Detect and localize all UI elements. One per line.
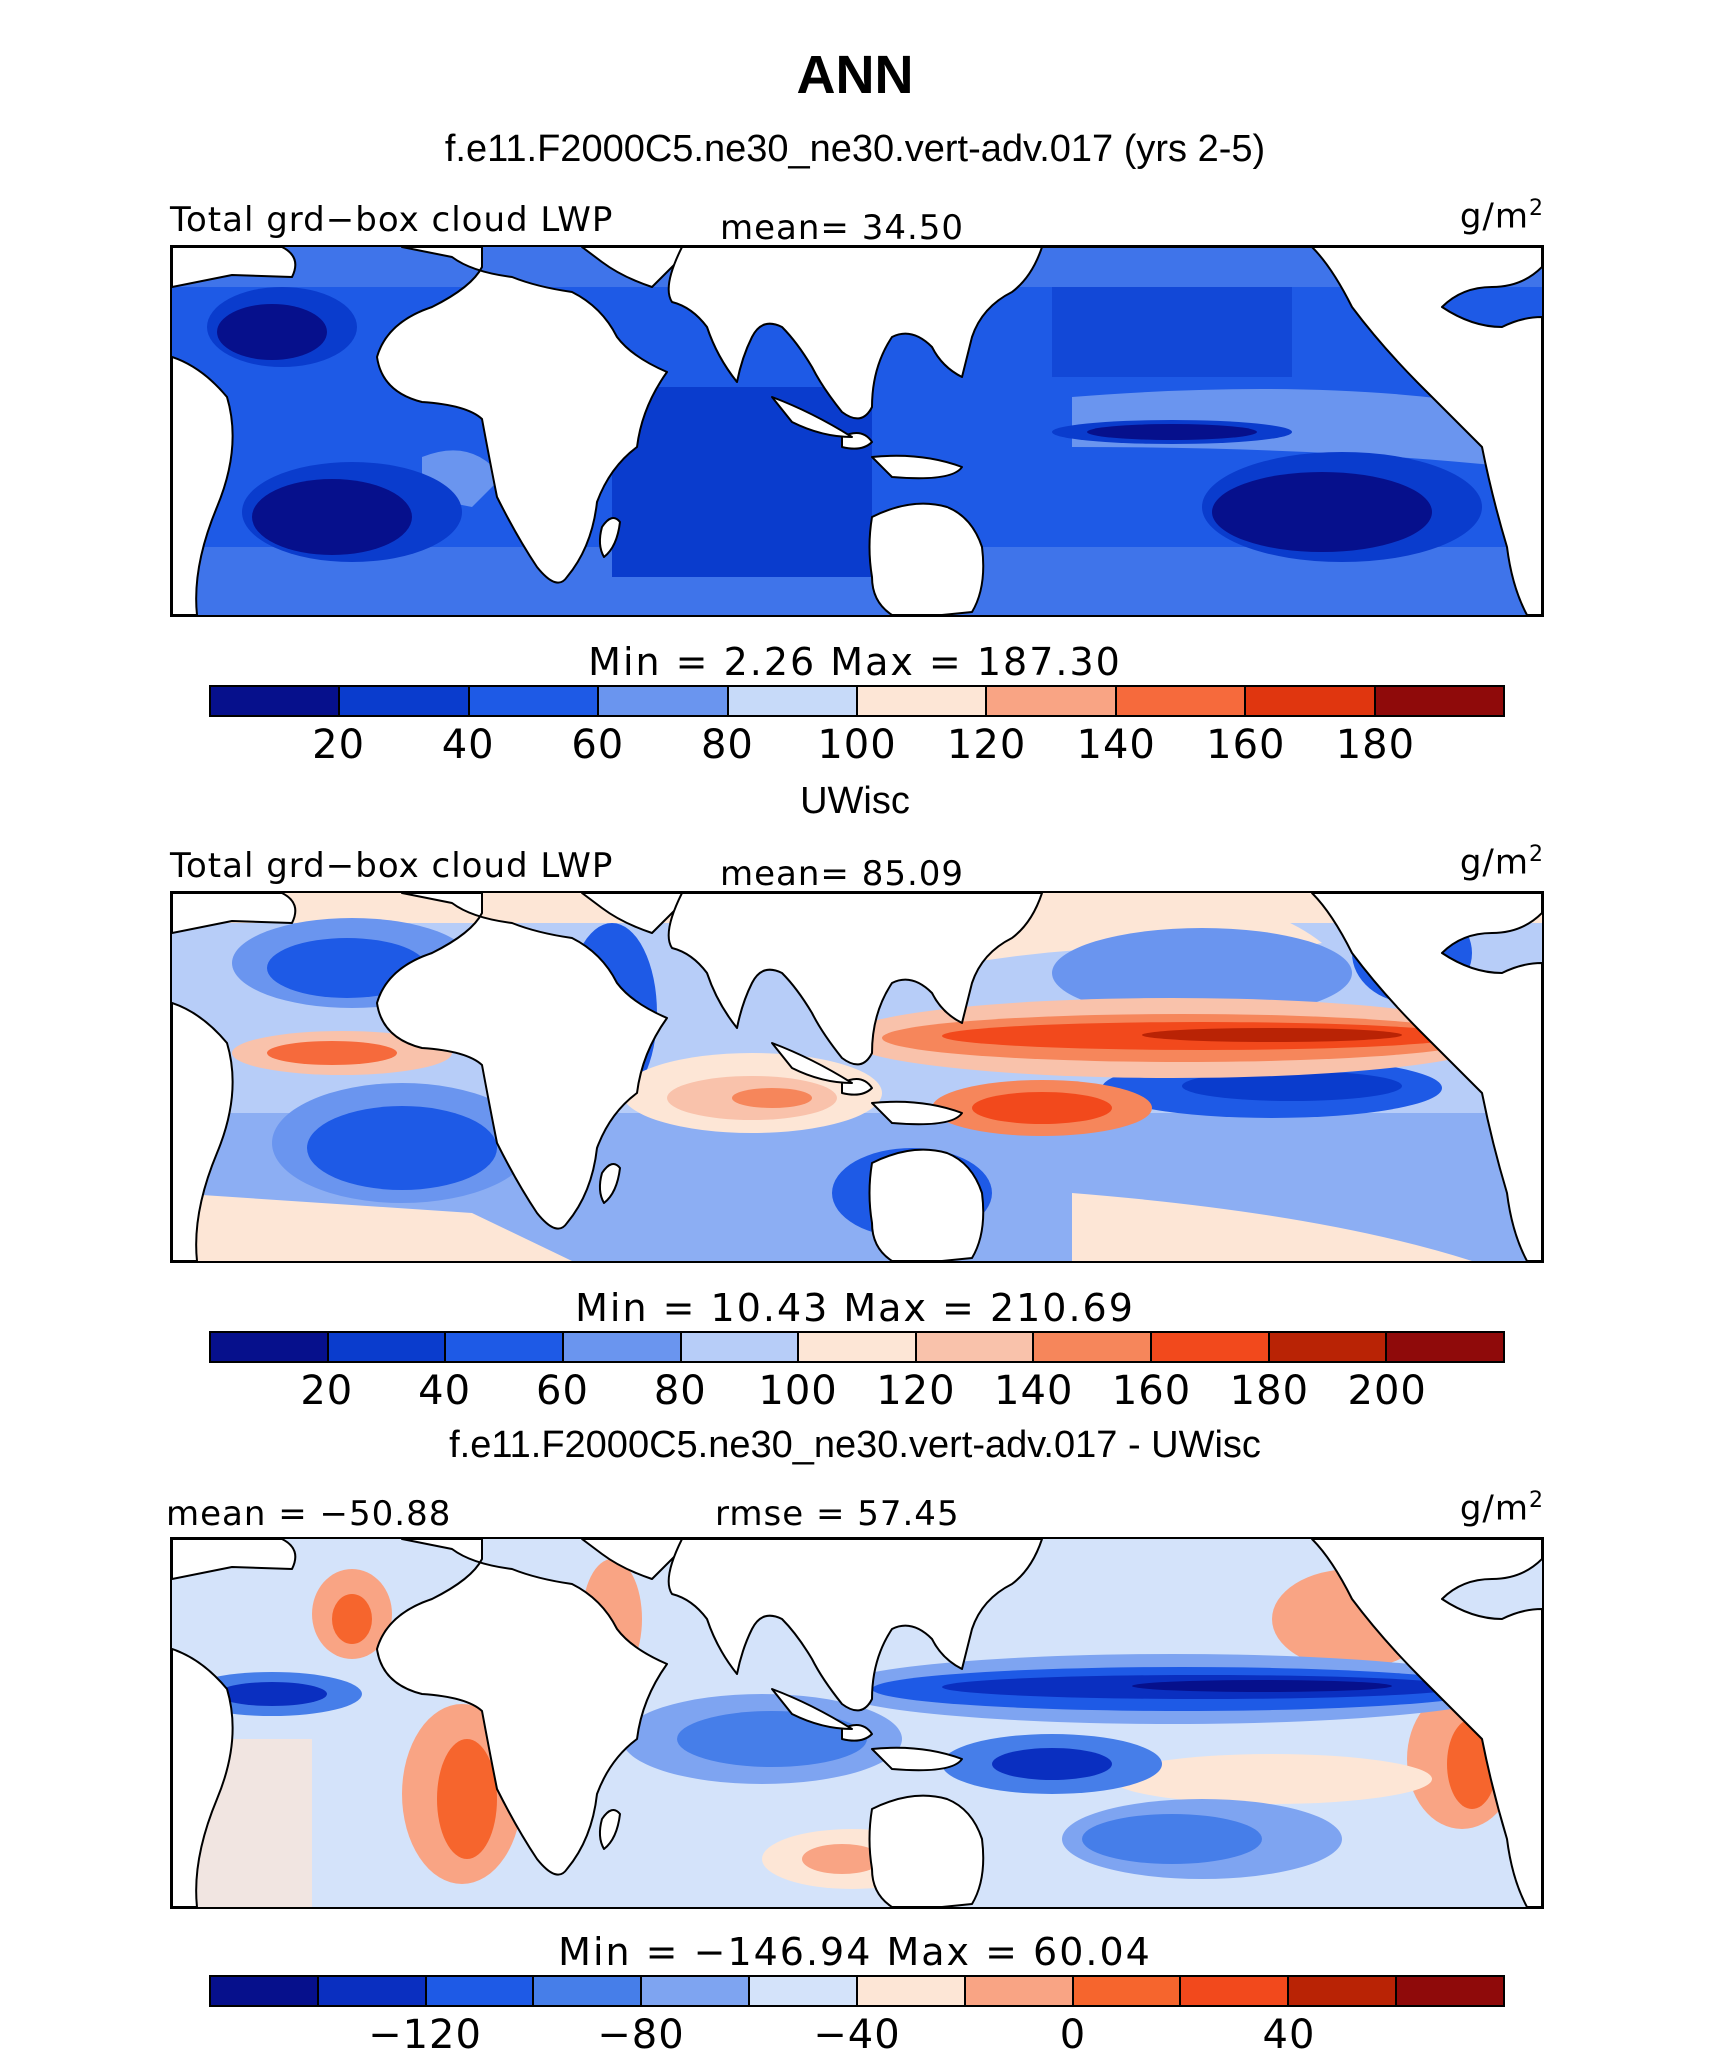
colorbar-cell bbox=[1246, 687, 1376, 715]
colorbar-tick-label: 120 bbox=[946, 722, 1027, 768]
panel-1-colorbar bbox=[209, 685, 1505, 717]
panel-1-mean-label: mean= 34.50 bbox=[720, 208, 965, 248]
panel-2-colorbar-ticks: 20 40 60 80 100 120 140 160 180 200 bbox=[209, 1368, 1505, 1414]
colorbar-tick-label: 20 bbox=[300, 1368, 354, 1414]
colorbar-tick-label: 140 bbox=[994, 1368, 1074, 1414]
colorbar-tick-label: 180 bbox=[1229, 1368, 1310, 1414]
colorbar-tick-label: 80 bbox=[700, 722, 754, 768]
colorbar-tick-label: 200 bbox=[1347, 1368, 1427, 1414]
panel-2-variable-label: Total grd−box cloud LWP bbox=[170, 846, 614, 886]
panel-2-colorbar bbox=[209, 1331, 1505, 1363]
colorbar-cell bbox=[1034, 1333, 1153, 1361]
colorbar-tick-label: −40 bbox=[813, 2012, 901, 2058]
panel-2-map bbox=[170, 891, 1544, 1263]
colorbar-cell bbox=[340, 687, 470, 715]
panel-3-title: f.e11.F2000C5.ne30_ne30.vert-adv.017 - U… bbox=[449, 1424, 1261, 1466]
colorbar-tick-label: −80 bbox=[597, 2012, 685, 2058]
panel-1-title: f.e11.F2000C5.ne30_ne30.vert-adv.017 (yr… bbox=[444, 128, 1266, 170]
colorbar-tick-label: 20 bbox=[312, 722, 366, 768]
colorbar-tick-label: 40 bbox=[1262, 2012, 1316, 2058]
panel-3-min-max: Min = −146.94 Max = 60.04 bbox=[558, 1930, 1152, 1974]
colorbar-tick-label: 160 bbox=[1111, 1368, 1192, 1414]
colorbar-tick-label: 100 bbox=[758, 1368, 838, 1414]
panel-1-map bbox=[170, 245, 1544, 617]
colorbar-tick-label: 140 bbox=[1076, 722, 1156, 768]
panel-1-variable-label: Total grd−box cloud LWP bbox=[170, 200, 614, 240]
panel-2-title: UWisc bbox=[800, 780, 910, 822]
colorbar-cell bbox=[563, 1333, 682, 1361]
colorbar-tick-label: 60 bbox=[571, 722, 625, 768]
panel-3-colorbar bbox=[209, 1975, 1505, 2007]
colorbar-cell bbox=[328, 1333, 447, 1361]
panel-3-map bbox=[170, 1537, 1544, 1909]
colorbar-cell bbox=[211, 1333, 329, 1361]
panel-2-mean-label: mean= 85.09 bbox=[720, 854, 965, 894]
colorbar-tick-label: 160 bbox=[1206, 722, 1286, 768]
colorbar-cell bbox=[965, 1977, 1074, 2005]
colorbar-cell bbox=[799, 1333, 917, 1361]
colorbar-cell bbox=[858, 687, 988, 715]
colorbar-cell bbox=[750, 1977, 858, 2005]
colorbar-cell bbox=[916, 1333, 1035, 1361]
panel-3-unit-label: g/m2 bbox=[1459, 1488, 1544, 1529]
colorbar-tick-label: −120 bbox=[368, 2012, 482, 2058]
colorbar-tick-label: 80 bbox=[653, 1368, 707, 1414]
colorbar-cell bbox=[857, 1977, 966, 2005]
colorbar-cell bbox=[446, 1333, 564, 1361]
colorbar-cell bbox=[1375, 687, 1504, 715]
colorbar-cell bbox=[1152, 1333, 1270, 1361]
panel-1-min-max: Min = 2.26 Max = 187.30 bbox=[588, 640, 1122, 684]
colorbar-cell bbox=[318, 1977, 427, 2005]
colorbar-cell bbox=[534, 1977, 643, 2005]
panel-3-rmse-label: rmse = 57.45 bbox=[715, 1494, 960, 1534]
colorbar-tick-label: 120 bbox=[876, 1368, 956, 1414]
colorbar-cell bbox=[728, 687, 859, 715]
colorbar-cell bbox=[1397, 1977, 1503, 2005]
colorbar-cell bbox=[1289, 1977, 1398, 2005]
colorbar-tick-label: 40 bbox=[441, 722, 495, 768]
colorbar-cell bbox=[426, 1977, 535, 2005]
colorbar-cell bbox=[599, 687, 729, 715]
colorbar-cell bbox=[1073, 1977, 1182, 2005]
colorbar-tick-label: 40 bbox=[418, 1368, 472, 1414]
panel-1-colorbar-ticks: 20 40 60 80 100 120 140 160 180 bbox=[209, 722, 1505, 768]
colorbar-tick-label: 100 bbox=[817, 722, 897, 768]
colorbar-cell bbox=[1387, 1333, 1504, 1361]
colorbar-cell bbox=[211, 687, 341, 715]
colorbar-cell bbox=[642, 1977, 751, 2005]
colorbar-tick-label: 60 bbox=[536, 1368, 589, 1414]
panel-3-colorbar-ticks: −120 −80 −40 0 40 bbox=[209, 2012, 1505, 2058]
panel-3-mean-label: mean = −50.88 bbox=[166, 1494, 452, 1534]
colorbar-tick-label: 0 bbox=[1059, 2012, 1087, 2058]
panel-2-min-max: Min = 10.43 Max = 210.69 bbox=[575, 1286, 1135, 1330]
colorbar-tick-label: 180 bbox=[1335, 722, 1416, 768]
panel-1-unit-label: g/m2 bbox=[1459, 196, 1544, 237]
panel-2-unit-label: g/m2 bbox=[1459, 842, 1544, 883]
colorbar-cell bbox=[211, 1977, 319, 2005]
colorbar-cell bbox=[681, 1333, 800, 1361]
colorbar-cell bbox=[1181, 1977, 1290, 2005]
colorbar-cell bbox=[987, 687, 1117, 715]
main-title: ANN bbox=[796, 45, 914, 105]
colorbar-cell bbox=[1269, 1333, 1388, 1361]
colorbar-cell bbox=[1116, 687, 1247, 715]
colorbar-cell bbox=[469, 687, 600, 715]
